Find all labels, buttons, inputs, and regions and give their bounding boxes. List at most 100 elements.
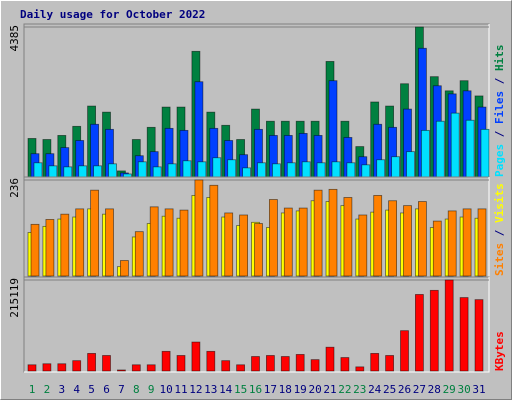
bar <box>191 341 201 372</box>
panel-bevel <box>24 277 490 373</box>
x-tick-label: 15 <box>234 383 247 396</box>
bar <box>75 208 85 277</box>
x-tick-label: 30 <box>457 383 470 396</box>
bar <box>301 161 311 178</box>
bar <box>72 360 82 372</box>
bar <box>444 279 454 372</box>
legend-entry: Pages <box>493 144 506 177</box>
bar <box>131 364 141 372</box>
x-tick-label: 25 <box>383 383 396 396</box>
bar <box>152 166 162 178</box>
bar <box>477 208 487 277</box>
bar <box>283 207 293 277</box>
x-tick-label: 20 <box>308 383 321 396</box>
x-tick-label: 22 <box>338 383 351 396</box>
bar <box>27 364 37 372</box>
bar <box>164 208 174 277</box>
x-tick-label: 28 <box>428 383 441 396</box>
bar <box>406 151 415 178</box>
bar <box>388 200 398 277</box>
x-tick-label: 10 <box>159 383 172 396</box>
bar <box>242 167 252 178</box>
x-tick-label: 8 <box>133 383 140 396</box>
legend-entry: KBytes <box>493 331 506 371</box>
bar <box>209 184 219 277</box>
bar <box>48 165 58 178</box>
bar <box>102 355 111 372</box>
bar <box>167 163 177 178</box>
bar <box>391 156 401 178</box>
bar <box>212 157 222 178</box>
bar <box>385 355 395 372</box>
y-tick-label: 236 <box>8 178 21 198</box>
x-tick-label: 26 <box>398 383 411 396</box>
bar <box>182 160 192 178</box>
bar <box>462 208 472 277</box>
x-tick-label: 11 <box>174 383 187 396</box>
x-tick-label: 1 <box>29 383 36 396</box>
bar <box>161 350 171 372</box>
x-tick-label: 3 <box>58 383 65 396</box>
bar <box>286 162 296 178</box>
bar <box>268 199 278 277</box>
bar <box>328 188 338 277</box>
x-tick-label: 19 <box>294 383 307 396</box>
bar <box>447 210 457 277</box>
x-tick-label: 13 <box>204 383 217 396</box>
bar <box>265 355 275 372</box>
bar <box>179 209 189 277</box>
bar <box>137 161 147 178</box>
legend: Sites / Visits <box>493 183 506 276</box>
bar <box>403 205 412 277</box>
legend-entry: Files <box>493 91 506 124</box>
bar <box>87 353 96 372</box>
bar <box>400 330 409 372</box>
x-tick-label: 7 <box>118 383 125 396</box>
legend-separator: / <box>493 124 506 144</box>
x-tick-label: 6 <box>103 383 110 396</box>
x-tick-label: 27 <box>413 383 426 396</box>
legend-separator: / <box>493 223 506 243</box>
x-tick-label: 12 <box>189 383 202 396</box>
bar <box>420 129 430 178</box>
x-tick-label: 29 <box>443 383 456 396</box>
x-tick-label: 5 <box>88 383 95 396</box>
bar <box>355 366 365 372</box>
bar <box>78 165 88 178</box>
bar <box>194 179 204 277</box>
x-tick-label: 18 <box>279 383 292 396</box>
bar <box>465 119 475 178</box>
bar <box>358 214 368 277</box>
bar <box>414 294 424 372</box>
chart-title: Daily usage for October 2022 <box>20 8 205 21</box>
x-tick-label: 16 <box>249 383 262 396</box>
bar <box>254 223 263 277</box>
bar <box>432 220 442 277</box>
x-tick-label: 17 <box>264 383 277 396</box>
bar <box>105 208 114 277</box>
bar <box>45 219 55 277</box>
x-tick-label: 4 <box>73 383 80 396</box>
bar <box>93 165 102 178</box>
bar <box>474 299 484 372</box>
bar <box>176 355 186 372</box>
legend: KBytes <box>493 331 506 371</box>
bar <box>450 112 460 178</box>
x-tick-label: 2 <box>44 383 51 396</box>
bar <box>251 356 260 372</box>
bar <box>134 231 144 277</box>
bar <box>313 189 323 277</box>
bar <box>331 161 341 178</box>
x-tick-label: 24 <box>368 383 382 396</box>
bar <box>224 212 234 277</box>
x-tick-label: 21 <box>323 383 336 396</box>
bar <box>280 356 290 372</box>
bar <box>221 360 231 372</box>
bar <box>310 359 320 372</box>
legend-entry: Hits <box>493 45 506 72</box>
bar <box>239 214 249 277</box>
bar <box>325 346 335 372</box>
bar <box>480 128 490 178</box>
bar <box>117 369 126 372</box>
